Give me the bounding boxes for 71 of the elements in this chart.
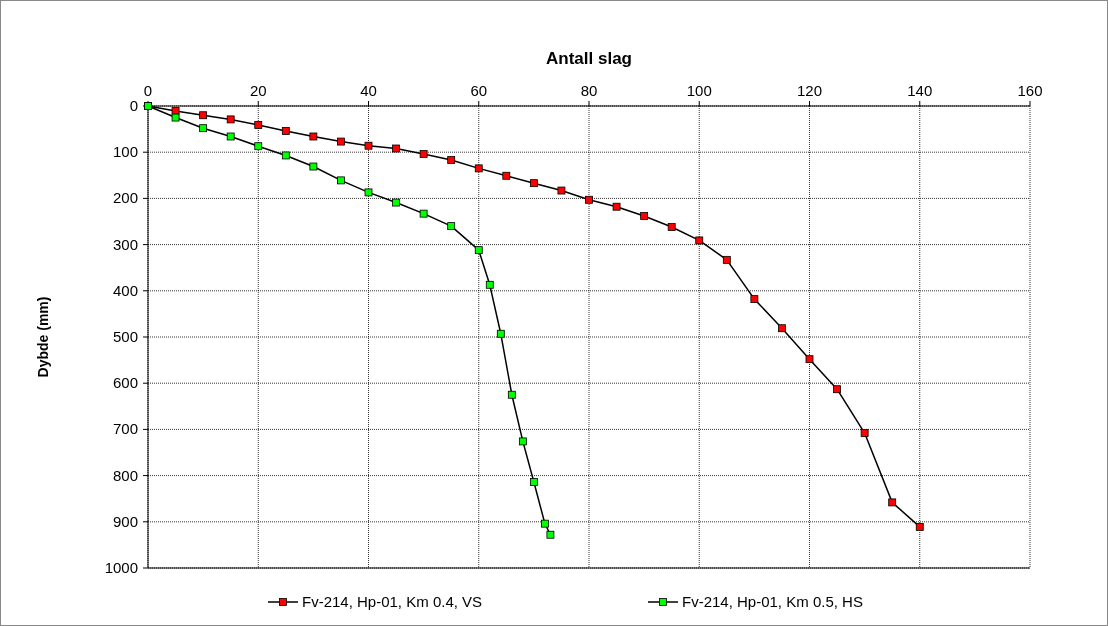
point	[612, 202, 621, 211]
x-tick-label: 40	[360, 82, 377, 99]
point	[640, 212, 649, 220]
point	[541, 519, 549, 528]
x-tick-label: 20	[249, 82, 267, 99]
point	[546, 530, 555, 539]
point	[226, 115, 235, 124]
point	[309, 162, 318, 171]
point	[392, 144, 400, 153]
point	[888, 498, 897, 507]
point	[805, 355, 814, 364]
point	[496, 329, 505, 338]
x-tick-label: 60	[470, 82, 488, 99]
point	[364, 188, 373, 197]
point	[778, 324, 786, 333]
y-tick-label: 900	[112, 512, 138, 530]
y-tick-label: 600	[112, 374, 138, 392]
point	[171, 107, 180, 115]
point	[254, 142, 263, 151]
point	[447, 156, 456, 164]
point	[557, 186, 566, 195]
point	[337, 176, 345, 185]
point	[364, 141, 373, 150]
point	[518, 437, 527, 446]
point	[750, 295, 759, 304]
point	[281, 151, 290, 160]
point	[199, 111, 208, 120]
point	[474, 246, 483, 255]
y-axis-title: Dybde (mm)	[35, 296, 51, 378]
y-tick-label: 100	[112, 143, 138, 161]
point	[226, 132, 235, 141]
x-tick-label: 160	[1017, 82, 1043, 99]
x-tick-label: 140	[907, 82, 933, 99]
point	[915, 522, 924, 531]
legend-label: Fv-214, Hp-01, Km 0.4, VS	[302, 593, 483, 610]
legend-label: Fv-214, Hp-01, Km 0.5, HS	[682, 593, 863, 610]
point	[281, 127, 290, 135]
point	[337, 137, 345, 146]
point	[474, 164, 483, 173]
point	[392, 198, 400, 207]
point	[254, 121, 263, 129]
x-tick-label: 120	[796, 82, 823, 99]
y-tick-label: 400	[112, 281, 138, 299]
point	[507, 390, 516, 399]
point	[695, 236, 704, 245]
y-tick-label: 500	[112, 328, 138, 345]
point	[447, 222, 456, 231]
y-tick-label: 800	[112, 466, 138, 484]
point	[502, 171, 511, 180]
y-tick-label: 300	[112, 235, 138, 253]
y-tick-label: 700	[112, 420, 138, 438]
point	[419, 209, 428, 218]
point	[667, 223, 676, 231]
x-tick-label: 0	[143, 82, 153, 99]
point	[585, 195, 593, 204]
point	[309, 132, 318, 141]
x-axis-title: Antall slag	[546, 49, 632, 68]
y-tick-label: 200	[112, 189, 138, 207]
point	[529, 179, 538, 188]
point	[529, 478, 538, 486]
point	[833, 385, 841, 394]
point	[485, 280, 494, 289]
x-tick-label: 100	[686, 82, 712, 99]
y-tick-label: 0	[129, 97, 138, 114]
point	[171, 113, 180, 122]
y-tick-label: 1000	[104, 559, 138, 576]
point	[199, 124, 208, 133]
point	[860, 429, 869, 437]
point	[419, 150, 428, 158]
x-tick-label: 80	[580, 82, 598, 99]
point	[722, 255, 731, 264]
